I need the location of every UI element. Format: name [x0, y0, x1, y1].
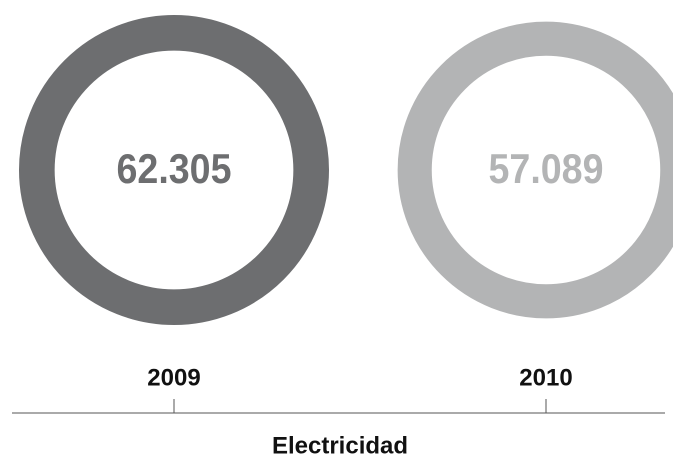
ring — [18, 14, 330, 326]
ring — [397, 21, 673, 319]
x-tick-label: 2010 — [519, 364, 572, 391]
x-axis-label: Electricidad — [272, 432, 408, 459]
x-tick-label: 2009 — [147, 364, 200, 391]
value-label: 57.089 — [489, 145, 604, 192]
value-label: 62.305 — [117, 145, 232, 192]
